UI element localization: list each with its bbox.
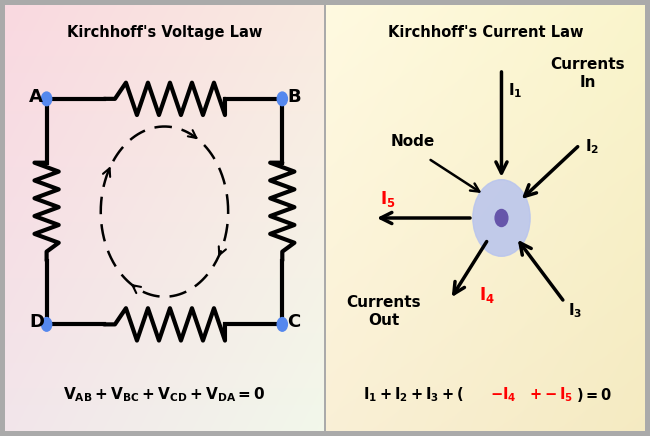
Text: $\mathbf{I_1+I_2+I_3+(}$: $\mathbf{I_1+I_2+I_3+(}$ bbox=[363, 385, 463, 404]
Text: Kirchhoff's Current Law: Kirchhoff's Current Law bbox=[388, 25, 583, 41]
Text: C: C bbox=[287, 313, 300, 331]
Text: $\mathbf{)=0}$: $\mathbf{)=0}$ bbox=[577, 385, 612, 404]
Text: A: A bbox=[29, 88, 43, 106]
Circle shape bbox=[42, 317, 52, 331]
Circle shape bbox=[277, 317, 287, 331]
Text: $\mathbf{-I_4}$: $\mathbf{-I_4}$ bbox=[490, 385, 517, 404]
Text: $\mathbf{I_2}$: $\mathbf{I_2}$ bbox=[584, 137, 599, 156]
Text: $\mathbf{I_5}$: $\mathbf{I_5}$ bbox=[380, 189, 396, 209]
Text: D: D bbox=[29, 313, 44, 331]
Text: B: B bbox=[287, 88, 301, 106]
Circle shape bbox=[495, 209, 508, 227]
Text: Node: Node bbox=[390, 134, 434, 149]
Text: $\mathbf{I_4}$: $\mathbf{I_4}$ bbox=[479, 285, 495, 305]
Text: $\mathbf{+-I_5}$: $\mathbf{+-I_5}$ bbox=[528, 385, 573, 404]
Text: $\mathbf{I_1}$: $\mathbf{I_1}$ bbox=[508, 81, 523, 100]
Circle shape bbox=[277, 92, 287, 106]
Circle shape bbox=[42, 92, 52, 106]
Text: $\mathbf{I_3}$: $\mathbf{I_3}$ bbox=[567, 301, 582, 320]
Text: Currents
Out: Currents Out bbox=[346, 296, 421, 328]
Text: Kirchhoff's Voltage Law: Kirchhoff's Voltage Law bbox=[67, 25, 262, 41]
Text: $\mathbf{V_{AB}+V_{BC}+V_{CD}+V_{DA}=0}$: $\mathbf{V_{AB}+V_{BC}+V_{CD}+V_{DA}=0}$ bbox=[63, 385, 266, 404]
Circle shape bbox=[473, 180, 530, 256]
Text: Currents
In: Currents In bbox=[550, 57, 625, 89]
